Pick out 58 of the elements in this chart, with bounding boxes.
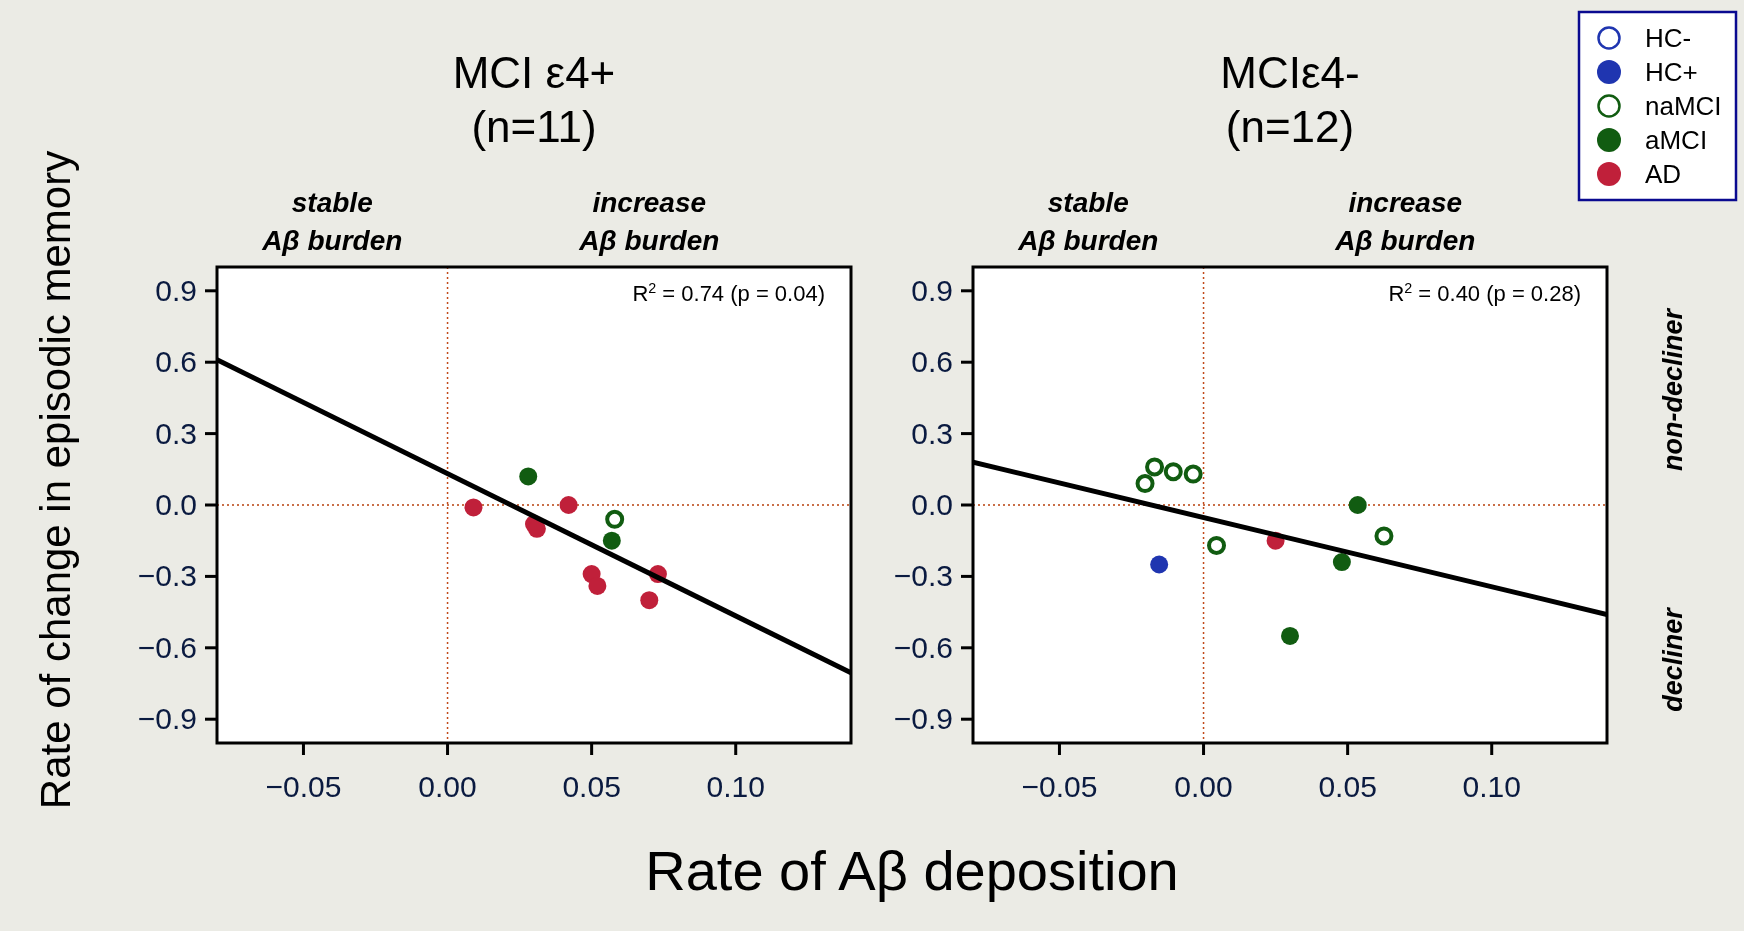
point bbox=[605, 509, 625, 529]
point bbox=[1135, 474, 1155, 494]
point bbox=[559, 496, 578, 514]
point bbox=[640, 591, 659, 610]
annotation: R$^{2}$ = 0.74 (p = 0.04) bbox=[632, 280, 825, 306]
x-tick-label: 0.10 bbox=[706, 770, 765, 803]
y-tick-label: 0.6 bbox=[155, 345, 197, 379]
chart-title: MCIε4- bbox=[1220, 48, 1360, 97]
point bbox=[519, 467, 538, 486]
y-tick-label: −0.9 bbox=[893, 702, 953, 736]
point bbox=[464, 498, 483, 517]
y-tick-label: −0.3 bbox=[893, 559, 953, 593]
y-tick-label: 0.3 bbox=[911, 416, 953, 450]
x-tick-label: −0.05 bbox=[1021, 770, 1098, 803]
point bbox=[1207, 535, 1227, 555]
point bbox=[602, 531, 621, 550]
point bbox=[1150, 555, 1169, 574]
text: decliner bbox=[1658, 606, 1688, 712]
legend-label: HC+ bbox=[1645, 57, 1698, 87]
text: increase Aβ burden bbox=[1334, 187, 1476, 256]
annotation: R$^{2}$ = 0.40 (p = 0.28) bbox=[1388, 280, 1581, 306]
x-tick-label: 0.00 bbox=[1174, 770, 1233, 803]
chart-subtitle: (n=11) bbox=[471, 102, 597, 151]
y-tick-label: 0.9 bbox=[155, 273, 197, 307]
legend-label: naMCI bbox=[1645, 91, 1722, 121]
x-tick-label: 0.00 bbox=[418, 770, 477, 803]
chart-title: MCI ε4+ bbox=[452, 48, 616, 97]
text: increase Aβ burden bbox=[578, 187, 720, 256]
y-tick-label: 0.0 bbox=[911, 488, 953, 521]
legend-label: HC- bbox=[1645, 23, 1692, 53]
point bbox=[1183, 464, 1203, 484]
x-tick-label: 0.10 bbox=[1462, 770, 1521, 803]
x-axis-title: Rate of Aβ deposition bbox=[645, 839, 1179, 902]
y-tick-label: −0.9 bbox=[137, 702, 197, 736]
point bbox=[1374, 526, 1394, 546]
text: stable Aβ burden bbox=[261, 187, 403, 256]
point bbox=[1281, 626, 1299, 645]
point bbox=[1348, 496, 1367, 514]
point bbox=[1332, 553, 1351, 572]
point bbox=[1145, 457, 1165, 477]
legend-label: aMCI bbox=[1645, 125, 1708, 155]
x-tick-label: 0.05 bbox=[562, 770, 621, 803]
x-tick-label: −0.05 bbox=[265, 770, 342, 803]
y-axis-title: Rate of change in episodic memory bbox=[32, 150, 79, 810]
y-tick-label: −0.6 bbox=[137, 630, 197, 664]
y-tick-label: 0.3 bbox=[155, 416, 197, 450]
chart-subtitle: (n=12) bbox=[1225, 102, 1355, 151]
y-tick-label: 0.6 bbox=[911, 345, 953, 379]
text: stable Aβ burden bbox=[1017, 187, 1159, 256]
point bbox=[1163, 462, 1183, 482]
legend-label: AD bbox=[1645, 159, 1682, 189]
text: non-decliner bbox=[1658, 307, 1688, 472]
x-tick-label: 0.05 bbox=[1318, 770, 1377, 803]
y-tick-label: −0.3 bbox=[137, 559, 197, 593]
point bbox=[588, 576, 607, 595]
y-tick-label: 0.9 bbox=[911, 273, 953, 307]
y-tick-label: −0.6 bbox=[893, 630, 953, 664]
y-tick-label: 0.0 bbox=[155, 488, 197, 521]
